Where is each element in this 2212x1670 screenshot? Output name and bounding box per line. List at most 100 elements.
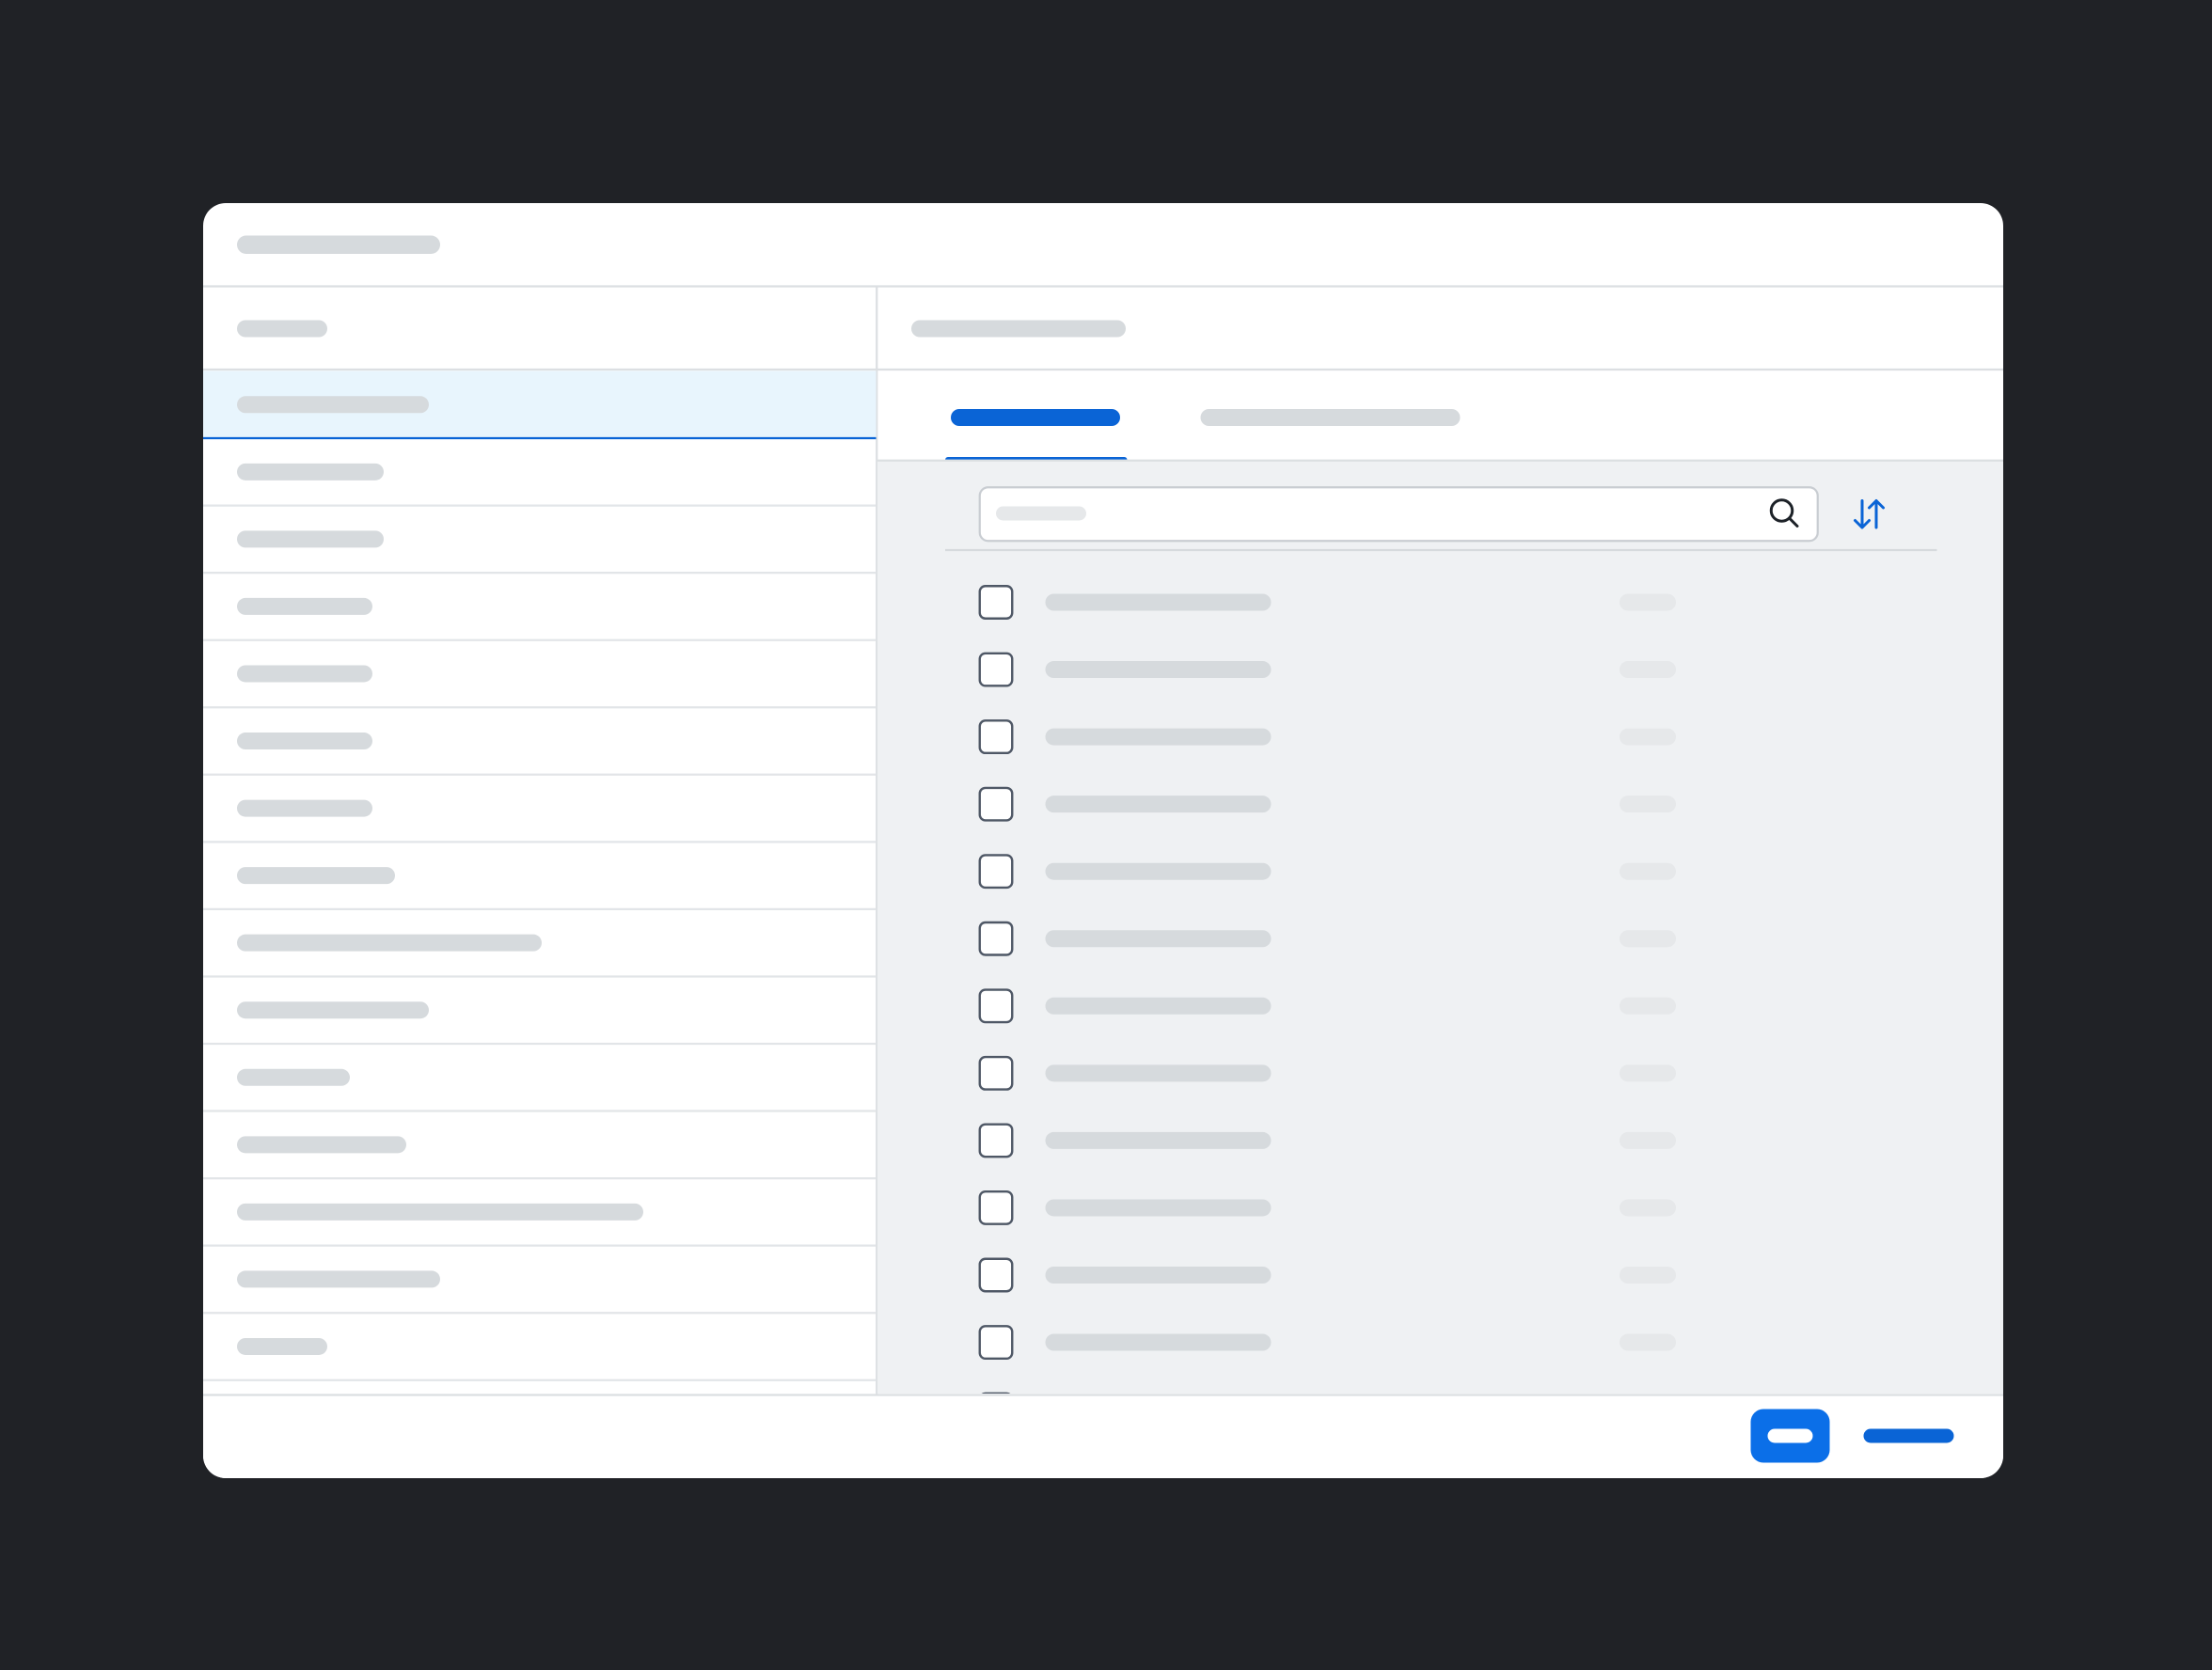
left-header-skeleton [237,320,327,338]
left-list-item[interactable] [203,867,877,911]
search-icon-ring [1769,498,1794,523]
sort-up-arrow [1868,499,1885,529]
item-meta-skeleton [1620,1333,1676,1351]
item-skeleton [1045,593,1272,611]
secondary-link[interactable] [1863,1428,1954,1443]
left-item-skeleton [237,597,372,615]
item-meta-skeleton [1620,796,1676,813]
dialog-title-skeleton [237,235,440,254]
checkbox[interactable] [978,921,1014,956]
left-item-skeleton [237,934,542,952]
item-meta-skeleton [1620,862,1676,880]
left-item-skeleton [237,733,372,750]
left-list-item[interactable] [203,1001,877,1046]
checkbox-row[interactable] [978,1257,1676,1293]
left-list-item[interactable] [203,799,877,843]
left-item-skeleton [237,867,395,885]
checkbox[interactable] [978,1055,1014,1091]
item-meta-skeleton [1620,1064,1676,1082]
item-meta-skeleton [1620,997,1676,1015]
item-skeleton [1045,1064,1272,1082]
left-item-skeleton [237,1203,643,1221]
item-meta-skeleton [1620,1131,1676,1149]
search-icon[interactable] [1769,498,1799,528]
item-meta-skeleton [1620,593,1676,611]
left-item-skeleton [237,530,384,548]
item-skeleton [1045,997,1272,1015]
checkbox-row[interactable] [978,585,1676,620]
primary-button-label-skeleton [1767,1428,1813,1443]
search-placeholder [996,506,1086,521]
left-item-skeleton [237,1337,327,1355]
item-skeleton [1045,796,1272,813]
list-area [877,461,2003,1394]
checkbox-row[interactable] [978,1123,1676,1158]
checkbox[interactable] [978,786,1014,822]
left-list-item[interactable] [203,1337,877,1381]
left-item-skeleton [237,665,372,683]
left-list-item[interactable] [203,1136,877,1180]
item-skeleton [1045,661,1272,679]
checkbox-row[interactable] [978,652,1676,687]
checkbox[interactable] [978,652,1014,687]
checkbox[interactable] [978,585,1014,620]
item-meta-skeleton [1620,728,1676,746]
sort-down-arrow [1854,499,1871,529]
left-item-skeleton [237,463,384,481]
item-skeleton [1045,1131,1272,1149]
checkbox-row[interactable] [978,921,1676,956]
left-list-item[interactable] [203,1203,877,1247]
right-header-skeleton [911,320,1126,338]
left-list-item[interactable] [203,530,877,575]
left-item-skeleton [237,1270,440,1288]
checkbox[interactable] [978,1123,1014,1158]
left-list-item[interactable] [203,934,877,978]
item-skeleton [1045,1267,1272,1284]
checkbox[interactable] [978,1189,1014,1225]
tab-active[interactable] [951,409,1120,426]
checkbox-row[interactable] [978,854,1676,890]
item-skeleton [1045,862,1272,880]
checkbox-row[interactable] [978,988,1676,1024]
left-list-item[interactable] [203,370,877,440]
checkbox-row[interactable] [978,786,1676,822]
checkbox[interactable] [978,719,1014,755]
item-meta-skeleton [1620,661,1676,679]
tab-inactive[interactable] [1200,409,1461,426]
checkbox-row[interactable] [978,1392,1676,1426]
item-meta-skeleton [1620,930,1676,948]
search-box[interactable] [978,486,1819,543]
footer [203,1394,2003,1478]
checkbox-row[interactable] [978,719,1676,755]
checkbox[interactable] [978,1325,1014,1361]
checkbox[interactable] [978,854,1014,890]
checkbox[interactable] [978,1257,1014,1293]
checkbox[interactable] [978,988,1014,1024]
item-skeleton [1045,728,1272,746]
left-item-skeleton [237,1136,406,1154]
left-item-skeleton [237,1068,350,1086]
left-item-skeleton [237,1001,429,1019]
left-list-item[interactable] [203,733,877,776]
search-icon-handle [1788,516,1799,528]
left-list-item[interactable] [203,665,877,709]
left-list-item[interactable] [203,1270,877,1315]
left-list-item[interactable] [203,1068,877,1112]
dialog [203,203,2003,1478]
left-item-skeleton [237,799,372,817]
left-item-skeleton [237,396,429,414]
left-list-item[interactable] [203,597,877,641]
item-meta-skeleton [1620,1199,1676,1217]
left-list [203,370,877,1381]
item-skeleton [1045,1199,1272,1217]
left-list-item[interactable] [203,463,877,507]
checkbox-row[interactable] [978,1189,1676,1225]
checkbox[interactable] [978,1392,1014,1426]
item-meta-skeleton [1620,1267,1676,1284]
sort-icon[interactable] [1854,499,1885,529]
checkbox-row[interactable] [978,1055,1676,1091]
item-skeleton [1045,930,1272,948]
checkbox-row[interactable] [978,1325,1676,1361]
